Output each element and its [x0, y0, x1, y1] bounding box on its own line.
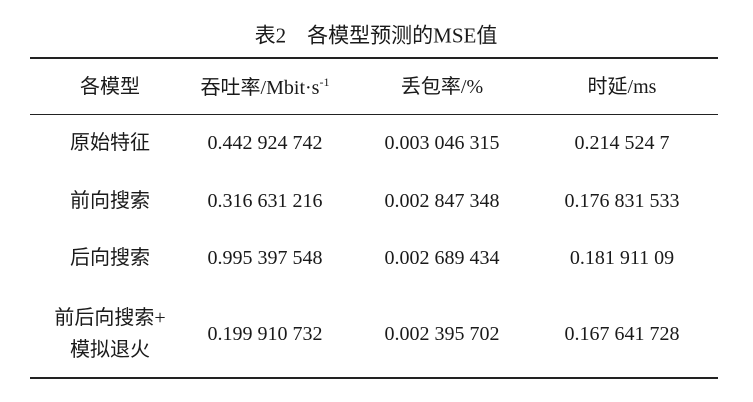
top-rule	[30, 57, 718, 59]
header-text: 吞吐率/Mbit·s	[200, 77, 320, 99]
header-cell: 吞吐率/Mbit·s-1	[201, 76, 330, 98]
cell: 0.316 631 216	[207, 190, 323, 212]
header-cell: 时延/ms	[587, 76, 657, 98]
row-label: 原始特征	[70, 132, 150, 154]
cell: 0.176 831 533	[564, 190, 680, 212]
cell: 0.214 524 7	[574, 132, 670, 154]
table-title: 表2 各模型预测的MSE值	[254, 23, 498, 48]
cell-line: 前后向搜索+	[54, 307, 166, 329]
cell: 0.002 847 348	[384, 190, 500, 212]
cell: 0.442 924 742	[207, 132, 323, 154]
cell: 0.181 911 09	[569, 247, 675, 269]
bottom-rule	[30, 377, 718, 379]
cell: 0.995 397 548	[207, 247, 323, 269]
cell: 0.002 395 702	[384, 323, 500, 345]
cell: 0.199 910 732	[207, 323, 323, 345]
row-label: 后向搜索	[70, 247, 150, 269]
header-cell: 丢包率/%	[400, 76, 484, 98]
header-sup: -1	[319, 75, 330, 89]
cell: 0.167 641 728	[564, 323, 680, 345]
cell: 0.002 689 434	[384, 247, 500, 269]
cell-line: 模拟退火	[70, 339, 150, 361]
cell: 0.003 046 315	[384, 132, 500, 154]
row-label: 前向搜索	[70, 190, 150, 212]
header-rule	[30, 114, 718, 115]
header-cell: 各模型	[80, 76, 140, 98]
